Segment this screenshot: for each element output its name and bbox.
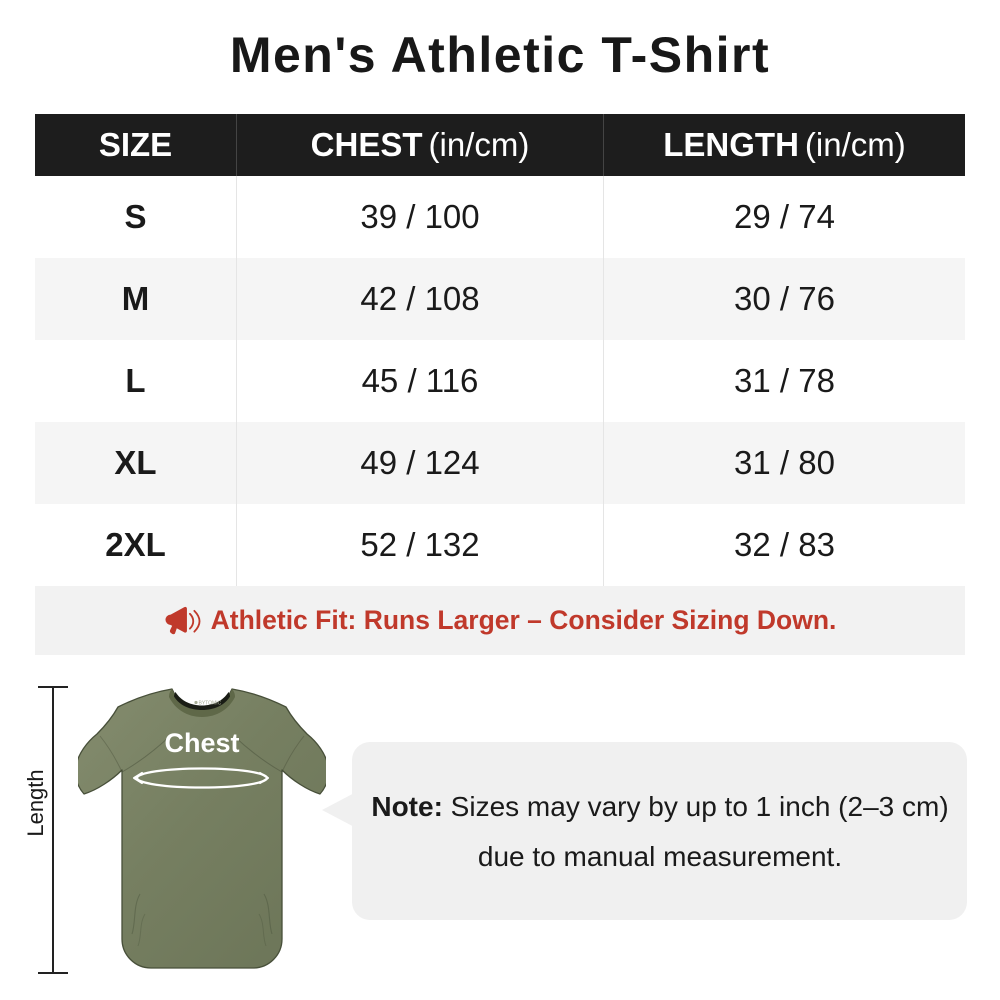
svg-text:Chest: Chest bbox=[164, 728, 239, 758]
svg-text:BYTOMIC: BYTOMIC bbox=[199, 701, 222, 707]
